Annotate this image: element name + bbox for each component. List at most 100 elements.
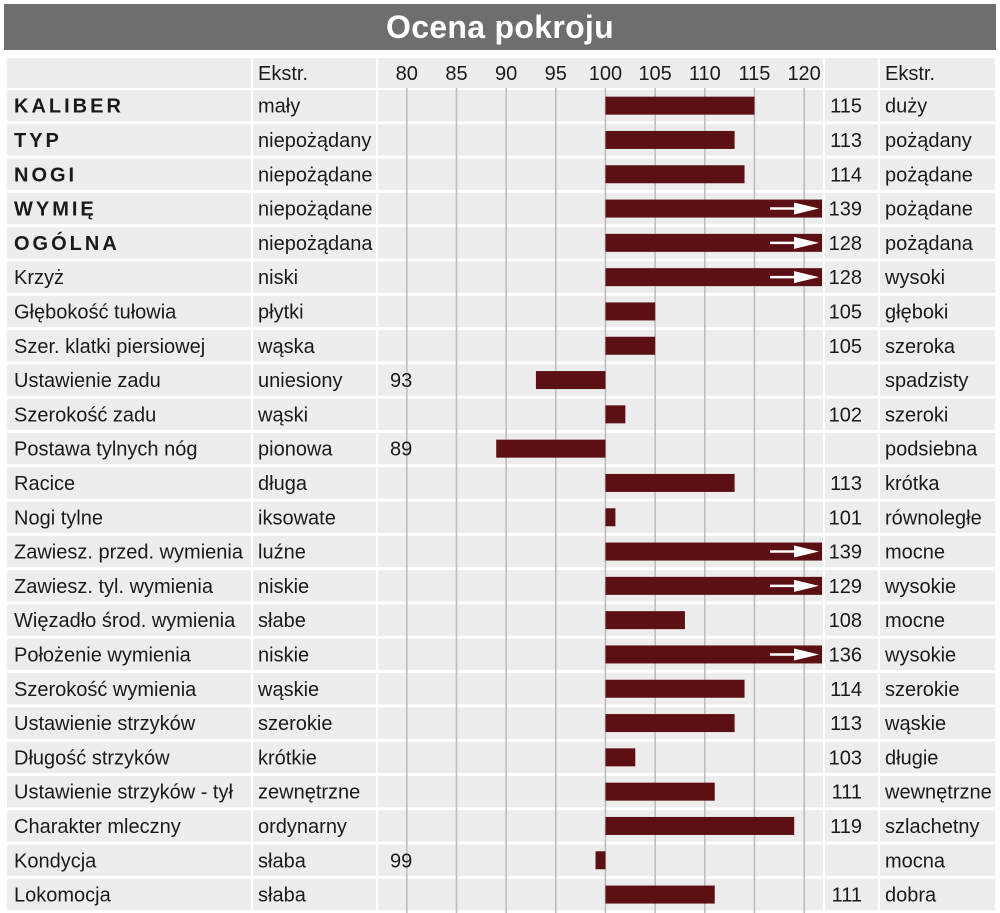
row-cell [825, 741, 878, 773]
header-cell [378, 58, 823, 88]
trait-label: Położenie wymienia [14, 644, 192, 666]
row-cell [7, 673, 251, 705]
trait-label: Więzadło środ. wymienia [14, 610, 236, 632]
row-cell [253, 295, 376, 328]
bar [605, 816, 795, 835]
row-cell [253, 364, 376, 396]
row-cell [7, 604, 251, 636]
trait-label: Długość strzyków [14, 747, 170, 769]
trait-label: KALIBER [14, 96, 124, 118]
row-cell [880, 810, 995, 842]
row-cell [7, 261, 251, 293]
row-cell [253, 535, 376, 568]
value-label: 105 [829, 336, 862, 358]
row-cell [7, 158, 251, 190]
trait-label: Zawiesz. tyl. wymienia [14, 576, 214, 598]
trait-label: Kondycja [14, 850, 97, 872]
high-extreme-label: podsiebna [885, 439, 978, 461]
high-extreme-label: wysokie [884, 644, 956, 666]
row-cell [253, 192, 376, 225]
bar [605, 302, 656, 321]
low-extreme-label: niepożądane [258, 164, 373, 186]
high-extreme-label: mocna [885, 850, 946, 872]
header-cell [7, 58, 251, 88]
row-cell [378, 707, 823, 739]
low-extreme-label: niepożądany [258, 130, 371, 152]
trait-label: WYMIĘ [14, 199, 97, 221]
row-cell [825, 638, 878, 671]
value-label: 113 [830, 130, 862, 152]
row-cell [880, 501, 995, 533]
low-extreme-label: pionowa [258, 439, 333, 461]
row-cell [7, 535, 251, 568]
bar [605, 130, 735, 149]
row-cell [880, 192, 995, 225]
trait-label: TYP [14, 130, 62, 152]
row-cell [378, 776, 823, 808]
row-cell [378, 604, 823, 636]
tick-label: 95 [545, 63, 567, 85]
row-cell [378, 398, 823, 430]
row-cell [378, 124, 823, 156]
row-cell [253, 330, 376, 362]
row-cell [7, 467, 251, 499]
high-extreme-label: spadzisty [885, 370, 968, 392]
row-cell [880, 124, 995, 156]
row-cell [7, 810, 251, 842]
high-extreme-label: wysoki [884, 267, 945, 289]
trait-label: OGÓLNA [14, 231, 120, 255]
value-label: 136 [829, 644, 862, 666]
trait-label: Szerokość zadu [14, 404, 156, 426]
high-extreme-label: wewnętrzne [884, 782, 992, 804]
value-label: 113 [830, 473, 862, 495]
row-cell [880, 330, 995, 362]
value-label: 114 [830, 164, 862, 186]
low-extreme-label: zewnętrzne [258, 782, 360, 804]
row-cell [378, 90, 823, 122]
row-cell [825, 707, 878, 739]
tick-label: 100 [589, 63, 622, 85]
row-cell [378, 295, 823, 328]
row-cell [253, 604, 376, 636]
tick-label: 90 [495, 63, 517, 85]
value-label: 139 [829, 542, 862, 564]
row-cell [253, 501, 376, 533]
value-label: 139 [829, 199, 862, 221]
row-cell [880, 638, 995, 671]
low-extreme-label: słabe [258, 610, 306, 632]
row-cell [825, 364, 878, 396]
row-cell [253, 158, 376, 190]
row-cell [253, 467, 376, 499]
row-cell [825, 330, 878, 362]
high-extreme-label: szerokie [885, 679, 959, 701]
row-cell [378, 673, 823, 705]
trait-label: Nogi tylne [14, 507, 103, 529]
trait-label: Ustawienie zadu [14, 370, 161, 392]
bar [605, 576, 823, 595]
row-cell [880, 433, 995, 465]
overflow-arrow [794, 236, 820, 249]
high-extreme-label: pożądana [885, 233, 974, 255]
row-cell [880, 261, 995, 293]
value-label: 111 [832, 885, 862, 907]
value-label: 102 [829, 404, 862, 426]
bar [605, 508, 616, 527]
high-extreme-label: równoległe [885, 507, 982, 529]
high-extreme-label: wysokie [884, 576, 956, 598]
bar [605, 885, 715, 904]
value-label: 128 [829, 233, 862, 255]
low-extreme-label: niepożądane [258, 199, 373, 221]
tick-label: 105 [638, 63, 671, 85]
row-cell [378, 158, 823, 190]
low-extreme-label: słaba [258, 885, 307, 907]
low-extreme-label: krótkie [258, 747, 317, 769]
low-extreme-label: niski [258, 267, 298, 289]
row-cell [825, 810, 878, 842]
high-extreme-label: głęboki [885, 301, 948, 323]
trait-label: Ustawienie strzyków - tył [14, 782, 233, 804]
row-cell [825, 501, 878, 533]
row-cell [253, 776, 376, 808]
row-cell [825, 261, 878, 293]
value-label: 115 [830, 96, 862, 118]
